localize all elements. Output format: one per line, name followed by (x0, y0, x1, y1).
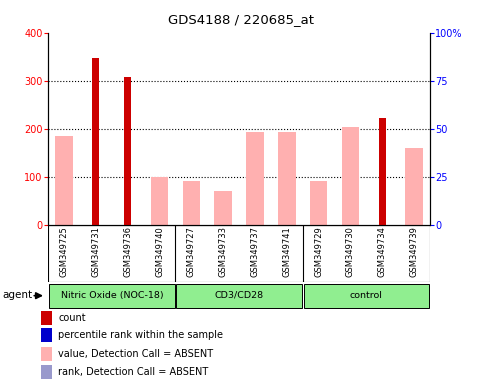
Bar (183, 182, 200, 225)
Text: GSM349741: GSM349741 (282, 227, 291, 277)
Bar (41, 365, 52, 379)
FancyBboxPatch shape (49, 283, 174, 308)
Text: GSM349733: GSM349733 (219, 227, 227, 277)
Text: GSM349730: GSM349730 (346, 227, 355, 277)
Bar (41, 311, 52, 325)
Bar (341, 127, 359, 225)
Text: count: count (58, 313, 86, 323)
FancyBboxPatch shape (176, 283, 302, 308)
Text: percentile rank within the sample: percentile rank within the sample (58, 330, 223, 340)
Text: rank, Detection Call = ABSENT: rank, Detection Call = ABSENT (58, 367, 209, 377)
FancyBboxPatch shape (304, 283, 429, 308)
Bar (214, 191, 232, 225)
Bar (56, 136, 73, 225)
Text: GSM349740: GSM349740 (155, 227, 164, 277)
Text: value, Detection Call = ABSENT: value, Detection Call = ABSENT (58, 349, 213, 359)
Bar (41, 328, 52, 342)
Bar (93, 58, 99, 225)
Bar (41, 347, 52, 361)
Bar (310, 181, 327, 225)
Text: GSM349725: GSM349725 (60, 227, 69, 277)
Bar (379, 118, 385, 225)
Bar (151, 177, 169, 225)
Bar (124, 77, 131, 225)
Text: GSM349737: GSM349737 (251, 227, 259, 277)
Text: Nitric Oxide (NOC-18): Nitric Oxide (NOC-18) (60, 291, 163, 300)
Text: control: control (350, 291, 383, 300)
Text: GSM349739: GSM349739 (410, 227, 418, 277)
Text: agent: agent (2, 290, 32, 300)
Text: GSM349734: GSM349734 (378, 227, 387, 277)
Bar (405, 148, 423, 225)
Bar (278, 132, 296, 225)
Text: GSM349731: GSM349731 (91, 227, 100, 277)
Text: CD3/CD28: CD3/CD28 (214, 291, 264, 300)
Text: GSM349727: GSM349727 (187, 227, 196, 277)
Text: GDS4188 / 220685_at: GDS4188 / 220685_at (169, 13, 314, 26)
Bar (246, 132, 264, 225)
Text: GSM349736: GSM349736 (123, 227, 132, 277)
Text: GSM349729: GSM349729 (314, 227, 323, 277)
